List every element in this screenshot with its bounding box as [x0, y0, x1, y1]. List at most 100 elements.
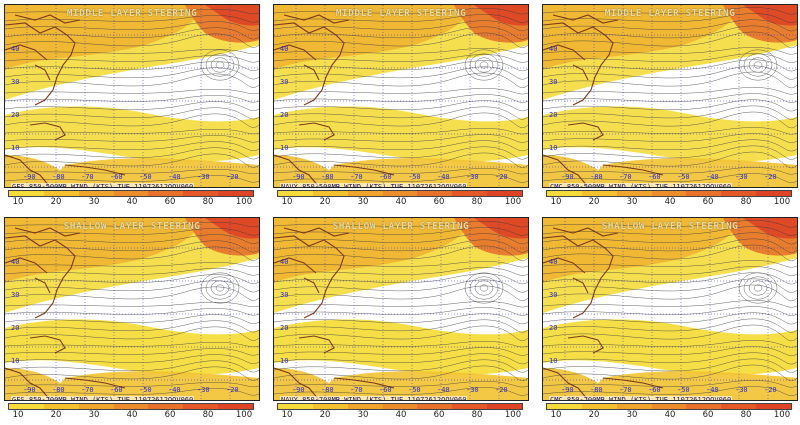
coastline [602, 377, 664, 389]
latitude-label: 20 [549, 111, 558, 119]
latitude-label: 10 [11, 357, 20, 365]
streamlines [543, 220, 797, 396]
legend-tick-label: 30 [626, 410, 638, 420]
legend-swatch [43, 191, 79, 196]
anticyclone-streamline [464, 272, 504, 304]
legend-swatch [218, 191, 254, 196]
streamline [543, 238, 797, 253]
longitude-label: -80 [321, 386, 334, 394]
legend-colorbar [8, 190, 254, 197]
legend-swatch [312, 191, 348, 196]
longitude-label: -60 [379, 386, 392, 394]
streamline [543, 232, 797, 245]
latitude-label: 10 [280, 357, 289, 365]
anticyclone-streamline [210, 280, 230, 296]
legend-tick-label: 30 [357, 197, 369, 207]
streamline [543, 278, 797, 293]
anticyclone-streamline [210, 57, 230, 73]
legend-swatch [651, 404, 687, 409]
anticyclone-streamline [200, 272, 240, 304]
coastlines [543, 227, 664, 400]
streamline [543, 99, 797, 112]
legend-tick-label: 80 [740, 197, 752, 207]
streamline [543, 352, 797, 365]
model-run-label: NAVY 850-700MB WIND (KTS) TUE 11072612OO… [280, 396, 468, 400]
legend-tick-label: 80 [740, 410, 752, 420]
streamline [274, 233, 528, 245]
longitude-label: -90 [23, 173, 36, 181]
streamlines [274, 221, 528, 396]
wind-speed-shading [5, 5, 205, 70]
steering-panel: MIDDLE LAYER STEERING 40 30 20 10 -90 -80 -70 -6… [271, 2, 529, 210]
steering-panel: MIDDLE LAYER STEERING 40 30 20 10 -90 -80 -70 -6… [2, 2, 260, 210]
longitude-label: -60 [379, 173, 392, 181]
anticyclone-streamline [743, 53, 773, 77]
anticyclone-streamline [753, 284, 763, 292]
streamline [543, 312, 797, 325]
anticyclone-streamline [479, 61, 489, 69]
streamline [543, 151, 797, 169]
legend-tick-label: 20 [588, 410, 600, 420]
streamline [543, 145, 797, 160]
latitude-label: 40 [549, 45, 558, 53]
anticyclone-streamline [738, 272, 778, 304]
legend-swatch [278, 404, 313, 409]
coastline [5, 235, 76, 319]
streamline [543, 364, 797, 382]
coastline [333, 377, 395, 389]
steering-panel: SHALLOW LAYER STEERING 40 30 20 10 -90 -80 -70 -… [2, 215, 260, 423]
legend-swatch [581, 191, 617, 196]
streamline [5, 222, 259, 228]
longitude-label: -90 [561, 173, 574, 181]
model-run-label: NAVY 850-500MB WIND (KTS) TUE 11072612OO… [280, 183, 468, 187]
streamline [543, 19, 797, 32]
streamline [5, 348, 259, 356]
legend-swatch [218, 404, 254, 409]
coastline [298, 335, 335, 354]
legend-swatch [756, 191, 792, 196]
streamline [543, 324, 797, 342]
streamline [5, 135, 259, 143]
lat-lon-grid [274, 218, 528, 400]
streamline [274, 146, 528, 160]
legend-swatch [616, 191, 652, 196]
streamline [274, 227, 528, 236]
legend-swatch [721, 191, 757, 196]
wind-map [274, 218, 528, 400]
legend-swatch [686, 404, 722, 409]
longitude-label: -50 [408, 386, 421, 394]
streamline [5, 246, 259, 261]
coastline [572, 277, 589, 294]
legend-tick-label: 100 [773, 197, 791, 207]
latitude-label: 40 [11, 45, 20, 53]
coastlines [5, 14, 126, 187]
streamline [274, 106, 528, 120]
latitude-label: 30 [11, 78, 20, 86]
wind-speed-shading [274, 218, 474, 283]
streamline [5, 366, 259, 381]
legend-swatch [347, 191, 383, 196]
coastline [283, 227, 350, 237]
longitude-label: -80 [590, 173, 603, 181]
coastline [5, 257, 48, 274]
streamline [5, 228, 259, 236]
longitude-label: -70 [350, 173, 363, 181]
longitude-label: -70 [81, 173, 94, 181]
streamline [5, 326, 259, 341]
legend-tick-label: 60 [433, 197, 445, 207]
coastline [543, 235, 614, 319]
streamline [5, 89, 259, 95]
legend-swatch [616, 404, 652, 409]
coastline [333, 164, 395, 176]
coastline [552, 14, 619, 24]
anticyclone-streamline [748, 280, 768, 296]
legend-colorbar [277, 403, 523, 410]
panel-title: SHALLOW LAYER STEERING [332, 221, 470, 232]
legend-tick-label: 20 [588, 197, 600, 207]
wind-speed-legend: 10 20 30 40 60 80 100 [542, 190, 796, 208]
longitude-label: -50 [408, 173, 421, 181]
legend-tick-label: 100 [504, 197, 522, 207]
coastline [572, 64, 589, 81]
lat-lon-grid [274, 5, 528, 187]
longitude-label: -80 [52, 386, 65, 394]
